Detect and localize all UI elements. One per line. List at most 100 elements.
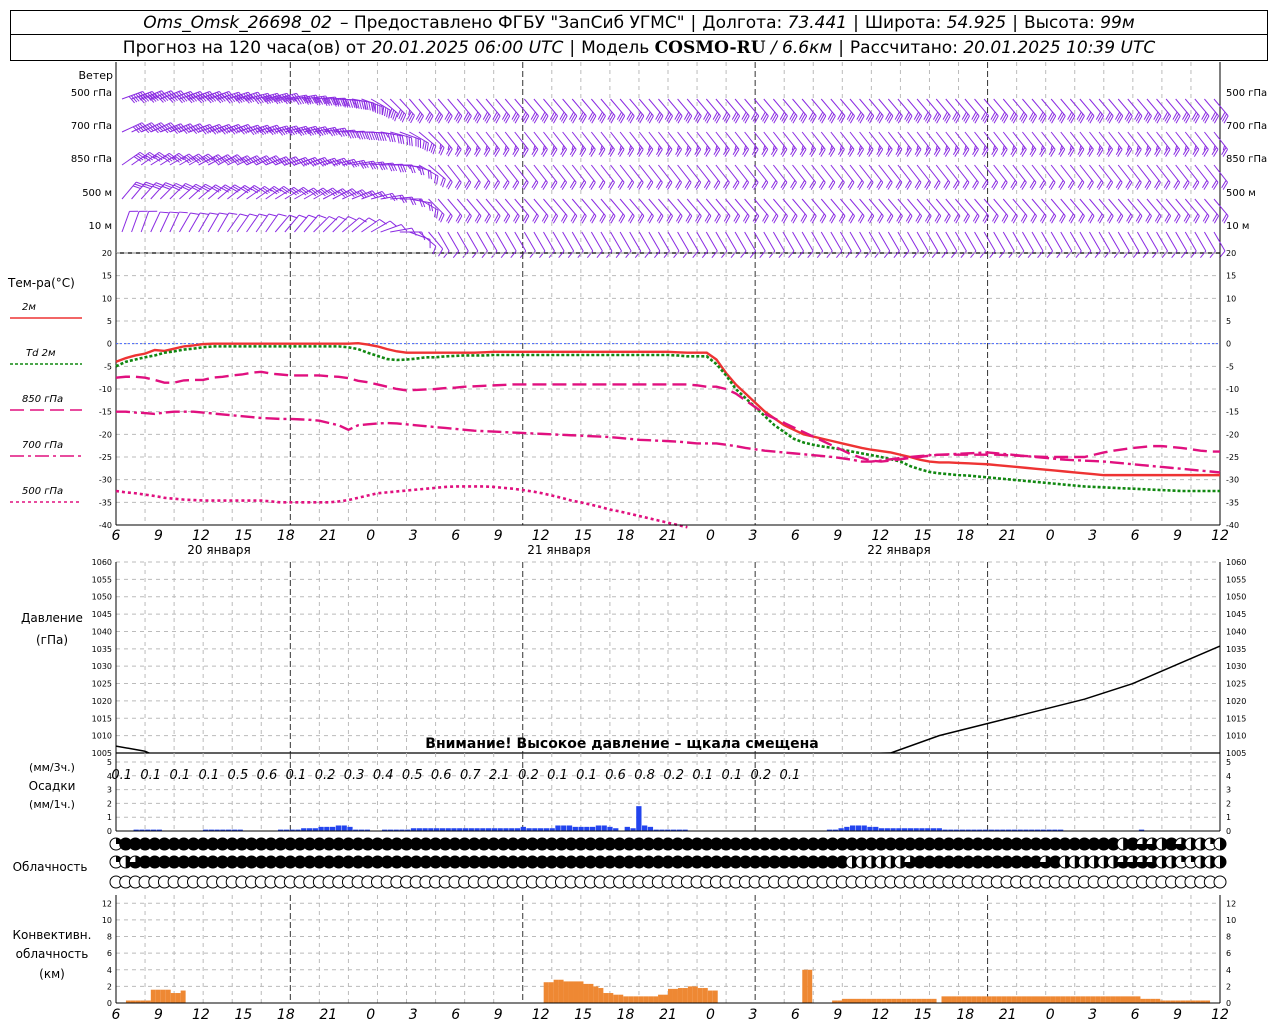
wind-barb-feather <box>600 149 606 157</box>
wind-barb-feather <box>485 149 491 157</box>
pressure-title: Давление <box>21 611 83 625</box>
wind-barb-shaft <box>840 98 855 117</box>
wind-barb-feather <box>346 99 351 108</box>
precip-bar <box>936 828 942 831</box>
wind-barb-feather <box>682 250 689 258</box>
precip-bar <box>474 828 480 831</box>
wind-barb-feather <box>714 213 720 222</box>
wind-barb-feather <box>925 213 931 222</box>
wind-barb-feather <box>1040 145 1044 151</box>
wind-barb-feather <box>335 98 340 107</box>
precip-ytick-left: 1 <box>107 813 112 822</box>
wind-barb-feather <box>580 145 584 151</box>
precip-bar <box>590 826 596 831</box>
precip-total-3h: 0.2 <box>750 768 771 783</box>
conv-bar <box>837 1000 843 1003</box>
wind-barb-shaft <box>974 98 990 117</box>
wind-barb-feather <box>296 128 303 137</box>
wind-barb-shaft <box>1117 198 1133 217</box>
wind-barb-feather <box>761 147 767 155</box>
wind-barb-feather <box>1001 213 1007 222</box>
wind-barb-feather <box>186 154 194 162</box>
wind-barb-shaft <box>581 131 596 150</box>
wind-barb-shaft <box>1184 164 1200 183</box>
wind-barb-feather <box>455 113 461 122</box>
pressure-ytick-left: 1050 <box>92 593 112 602</box>
wind-barb-feather <box>305 128 312 137</box>
wind-barb-feather <box>821 215 827 224</box>
precip-unit-3h: (мм/3ч.) <box>29 761 75 774</box>
temp-xtick: 6 <box>112 528 121 544</box>
wind-barb-feather <box>694 147 700 155</box>
wind-barb-feather <box>130 95 138 103</box>
wind-barb-feather <box>322 187 330 194</box>
wind-barb-shaft <box>332 188 353 200</box>
wind-barb-feather <box>933 111 939 120</box>
wind-barb-shaft <box>332 216 349 233</box>
wind-barb-feather <box>925 145 929 151</box>
conv-bar <box>1175 1000 1181 1003</box>
wind-barb-feather <box>686 149 692 157</box>
wind-barb-feather <box>941 250 948 258</box>
precip-bar <box>283 829 290 831</box>
wind-barb-feather <box>353 159 360 167</box>
wind-barb-feather <box>1135 113 1141 122</box>
header-row-1: Oms_Omsk_26698_02 – Предоставлено ФГБУ "… <box>10 10 1268 35</box>
wind-barb-shaft <box>428 231 444 250</box>
wind-barb-feather <box>743 149 750 157</box>
forecast-prefix: Прогноз на 120 часа(ов) от <box>122 37 367 58</box>
wind-barb-feather <box>1070 215 1076 224</box>
wind-barb-shaft <box>121 181 137 200</box>
wind-barb-feather <box>925 149 932 157</box>
wind-barb-shaft <box>868 131 884 150</box>
wind-barb-feather <box>483 180 489 188</box>
precip-total-3h: 2.1 <box>489 768 510 783</box>
wind-barb-feather <box>212 126 219 134</box>
wind-barb-shaft <box>1079 131 1094 150</box>
wind-barb-feather <box>970 250 977 258</box>
wind-barb-shaft <box>390 227 412 233</box>
conv-ytick-right: 10 <box>1226 916 1236 925</box>
wind-barb-feather <box>991 180 997 188</box>
precip-total-3h: 0.2 <box>315 768 336 783</box>
legend-label-t2m: 2м <box>22 302 36 313</box>
wind-barb-shaft <box>715 231 728 252</box>
wind-barb-feather <box>456 145 459 151</box>
conv-bar <box>847 998 852 1003</box>
wind-barb-feather <box>896 182 903 190</box>
wind-barb-feather <box>305 126 312 134</box>
wind-barb-feather <box>562 115 568 124</box>
wind-barb-shaft <box>638 98 654 117</box>
wind-barb-feather <box>741 111 747 120</box>
wind-barb-feather <box>325 95 331 104</box>
wind-barb-feather <box>1136 145 1139 151</box>
wind-barb-shaft <box>1194 131 1209 150</box>
wind-barb-feather <box>800 113 806 122</box>
wind-barb-feather <box>1079 215 1085 224</box>
wind-barb-shaft <box>160 152 180 166</box>
wind-barb-feather <box>533 145 536 151</box>
wind-barb-feather <box>313 187 321 194</box>
wind-barb-shaft <box>208 124 230 133</box>
temp-ytick-left: 20 <box>102 249 112 258</box>
wind-barb-shaft <box>380 131 403 137</box>
conv-bar <box>668 988 673 1003</box>
wind-barb-feather <box>981 147 988 155</box>
wind-barb-feather <box>628 182 635 190</box>
wind-barb-feather <box>732 180 738 188</box>
wind-barb-feather <box>656 147 662 155</box>
wind-barb-feather <box>789 111 795 120</box>
wind-barb-feather <box>1051 215 1057 224</box>
wind-barb-feather <box>963 113 969 122</box>
wind-barb-shaft <box>772 98 788 117</box>
wind-barb-shaft <box>686 98 702 117</box>
wind-barb-feather <box>1213 182 1219 190</box>
wind-barb-feather <box>522 213 528 222</box>
wind-barb-shaft <box>945 198 961 217</box>
wind-barb-feather <box>705 182 711 190</box>
wind-barb-feather <box>1193 182 1200 190</box>
wind-barb-shaft <box>705 98 721 117</box>
conv-bar <box>1080 996 1086 1003</box>
wind-barb-feather <box>344 99 349 108</box>
wind-barb-feather <box>164 155 173 162</box>
